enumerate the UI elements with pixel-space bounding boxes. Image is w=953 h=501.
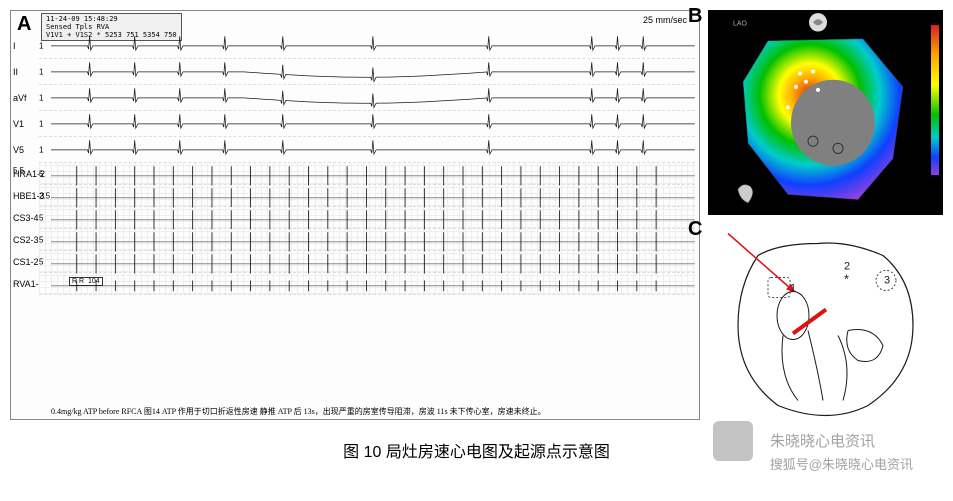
- lead-row-rva1: RVA1-R R 104: [39, 273, 695, 295]
- lead-scale: 1: [39, 119, 43, 128]
- lead-row-cs12: CS1-25: [39, 251, 695, 273]
- heart-schematic-svg: 1 2 * 3: [708, 223, 943, 428]
- colorbar: [931, 25, 939, 175]
- ecg-footer-caption: 0.4mg/kg ATP before RFCA 图14 ATP 作用于切口折返…: [51, 406, 695, 417]
- ecg-trace: [51, 137, 695, 163]
- lead-scale: 5: [39, 169, 43, 178]
- ecg-trace: [51, 33, 695, 59]
- right-column: B LAO: [708, 10, 943, 420]
- marker-1-label: 1: [790, 283, 796, 295]
- mapping-point: [798, 72, 802, 76]
- ecg-trace: [51, 85, 695, 111]
- lead-label: RVA1-: [13, 279, 39, 289]
- marker-3-label: 3: [884, 275, 890, 287]
- lead-label: CS1-2: [13, 257, 39, 267]
- scar-region: [791, 80, 875, 166]
- panel-b-label: B: [688, 5, 702, 28]
- lead-row-v1: V11: [39, 111, 695, 137]
- lead-row-ii: II1: [39, 59, 695, 85]
- mapping-point: [816, 88, 820, 92]
- lead-label: CS3-4: [13, 213, 39, 223]
- origin-arrow: [728, 234, 794, 292]
- watermark-avatar-icon: [713, 421, 753, 461]
- lead-row-cs34: CS3-45: [39, 207, 695, 229]
- lead-row-cs23: CS2-35: [39, 229, 695, 251]
- lead-label: CS2-3: [13, 235, 39, 245]
- lead-scale: 1: [39, 93, 43, 102]
- heart-outline: [738, 243, 913, 416]
- mapping-point: [804, 80, 808, 84]
- lead-row-i: I1: [39, 33, 695, 59]
- lead-row-v5: V51: [39, 137, 695, 163]
- panel-c-schematic: C 1 2: [708, 223, 943, 428]
- panel-a-ecg: A 11-24-09 15:48:29 Sensed Tpls RVA V1 V1…: [10, 10, 700, 420]
- ecg-leads-stack: I1II1aVf1V11V51HRA1-25HBE1-32.5CS3-45CS2…: [39, 33, 695, 399]
- lead-label: V1: [13, 119, 24, 129]
- ecg-sweep-speed: 25 mm/sec: [643, 15, 687, 25]
- lead-label: I: [13, 41, 16, 51]
- lead-scale: 2.5: [39, 191, 50, 200]
- panel-a-label: A: [17, 13, 31, 36]
- lead-label: aVf: [13, 93, 27, 103]
- mapping-point: [786, 105, 790, 109]
- marker-star-label: *: [844, 272, 849, 287]
- panel-b-activation-map: B LAO: [708, 10, 943, 215]
- lead-scale: 5: [39, 257, 43, 266]
- orientation-label: LAO: [733, 19, 747, 27]
- watermark-line2: 搜狐号@朱晓晓心电资讯: [770, 454, 913, 473]
- panels-row: A 11-24-09 15:48:29 Sensed Tpls RVA V1 V1…: [0, 0, 953, 430]
- lead-label: II: [13, 67, 18, 77]
- watermark-line1: 朱晓晓心电资讯: [770, 430, 875, 451]
- lead-row-hbe13: HBE1-32.5: [39, 185, 695, 207]
- lead-scale: 1: [39, 67, 43, 76]
- ecg-trace: [51, 111, 695, 137]
- lead-row-hra12: HRA1-25: [39, 163, 695, 185]
- mapping-point: [811, 69, 815, 73]
- ecg-trace: [51, 59, 695, 85]
- mapping-point: [794, 85, 798, 89]
- heart-thumbnail-icon: [738, 185, 753, 203]
- lead-scale: 1: [39, 145, 43, 154]
- mitral-valve: [847, 330, 883, 362]
- incision-marker-box: [768, 278, 790, 298]
- panel-c-label: C: [688, 218, 702, 241]
- figure-container: A 11-24-09 15:48:29 Sensed Tpls RVA V1 V1…: [0, 0, 953, 501]
- ecg-header-sensed: Sensed Tpls RVA: [46, 23, 177, 31]
- activation-map-svg: LAO: [708, 10, 943, 215]
- lead-scale: 5: [39, 235, 43, 244]
- lead-scale: 1: [39, 41, 43, 50]
- ecg-header-timestamp: 11-24-09 15:48:29: [46, 15, 177, 23]
- lead-label: V5: [13, 145, 24, 155]
- ablation-line: [793, 310, 826, 334]
- ecg-trace: [51, 273, 695, 299]
- lead-row-avf: aVf1: [39, 85, 695, 111]
- lead-scale: 5: [39, 213, 43, 222]
- chordae: [782, 331, 847, 401]
